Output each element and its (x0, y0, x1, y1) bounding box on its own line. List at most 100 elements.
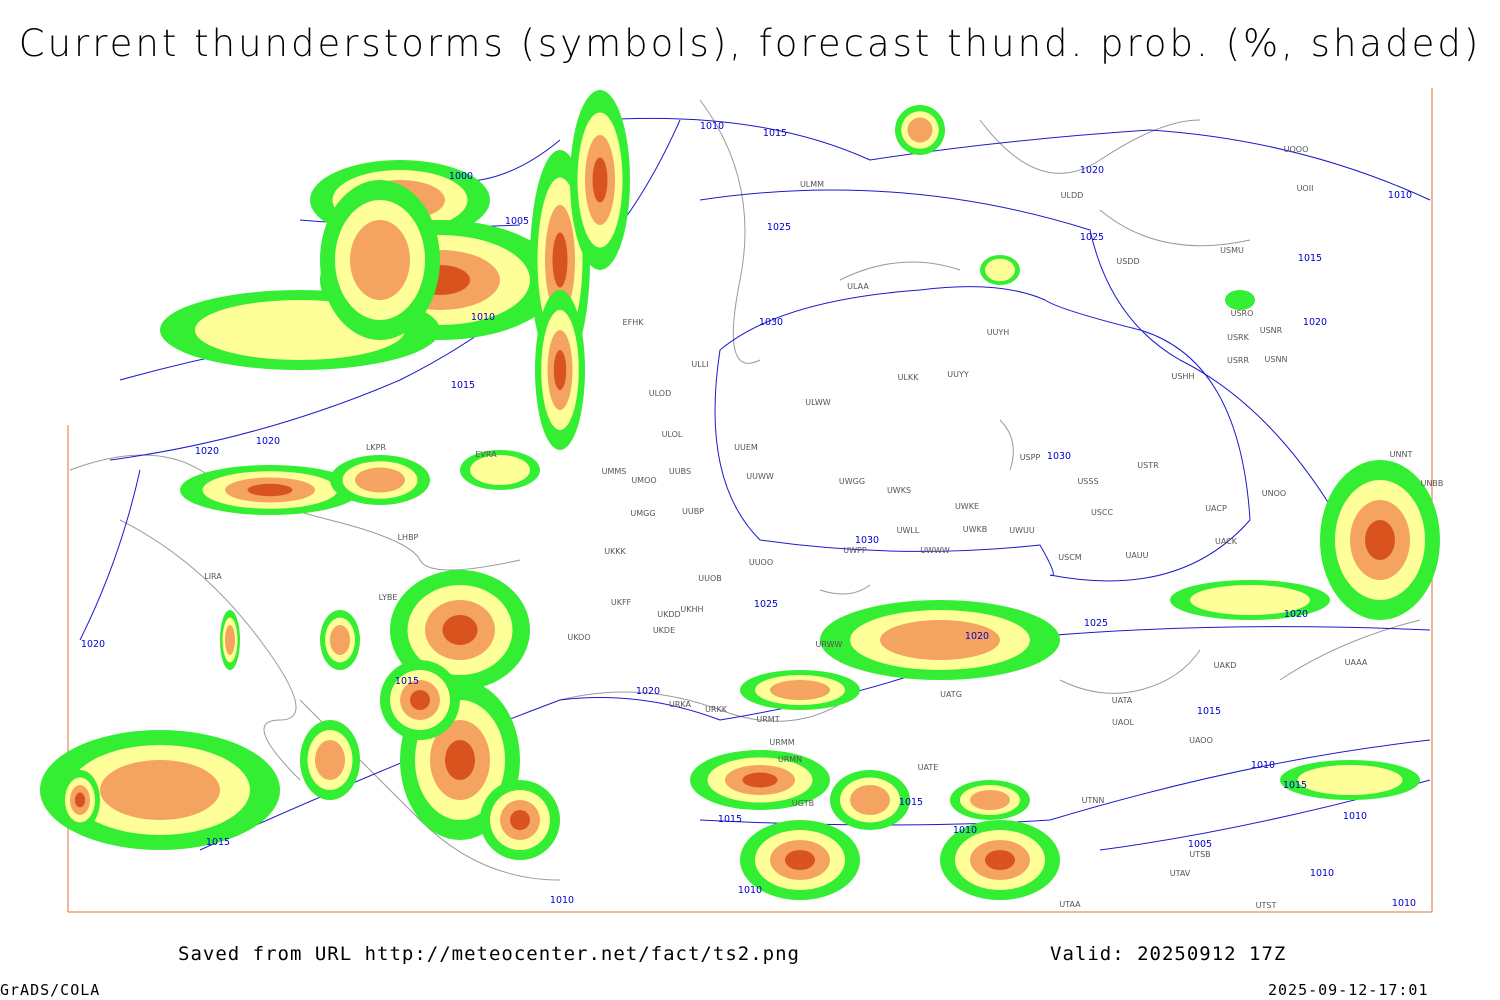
station-code: URWW (816, 640, 843, 649)
isobar (599, 117, 1431, 201)
valid-time: Valid: 20250912 17Z (1050, 943, 1286, 965)
probability-shade (442, 615, 478, 645)
coastline (69, 454, 521, 571)
isobar-label: 1010 (550, 895, 574, 906)
probability-shade (850, 785, 890, 815)
station-code: ULAA (847, 282, 869, 291)
station-code: UTST (1256, 901, 1277, 910)
probability-shade (510, 810, 530, 830)
probability-shade (445, 740, 475, 780)
station-code: USHH (1172, 372, 1195, 381)
isobar-label: 1020 (1303, 317, 1327, 328)
station-code: UMOO (631, 476, 656, 485)
isobar-label: 1015 (899, 797, 923, 808)
probability-shade (970, 790, 1010, 810)
station-code: LKPR (366, 443, 387, 452)
isobar-label: 1015 (1298, 253, 1322, 264)
isobar-label: 1020 (256, 436, 280, 447)
station-code: UACP (1205, 504, 1227, 513)
station-code: EFHK (623, 318, 645, 327)
probability-shade (1225, 290, 1255, 310)
probability-shade (592, 157, 608, 203)
coastline (119, 519, 301, 781)
station-code: UUYH (987, 328, 1010, 337)
coastline (1279, 619, 1421, 681)
station-code: UTNN (1082, 796, 1105, 805)
coastline (1099, 209, 1251, 247)
station-code: ULWW (805, 398, 830, 407)
station-code: UKOO (567, 633, 590, 642)
probability-shade (742, 772, 778, 788)
isobar-label: 1010 (1392, 898, 1416, 909)
station-code: UKDD (657, 610, 680, 619)
station-code: UUBP (682, 507, 704, 516)
isobar-label: 1030 (1047, 451, 1071, 462)
station-code: USTR (1137, 461, 1159, 470)
probability-shade (75, 792, 85, 808)
station-code: URMM (769, 738, 794, 747)
isobar-label: 1015 (206, 837, 230, 848)
station-code: UWKS (887, 486, 911, 495)
station-code: URMT (756, 715, 779, 724)
isobar-label: 1000 (449, 171, 473, 182)
coastline (839, 261, 961, 281)
station-code: LYBE (379, 593, 398, 602)
station-code: UOOO (1284, 145, 1309, 154)
coastline (699, 99, 761, 364)
isobar-label: 1015 (395, 676, 419, 687)
isobar-label: 1015 (718, 814, 742, 825)
station-code: URMN (778, 755, 802, 764)
isobar-label: 1020 (1080, 165, 1104, 176)
isobar-label: 1020 (1284, 609, 1308, 620)
station-code: USRK (1227, 333, 1249, 342)
station-code: UGTB (792, 799, 814, 808)
station-code: UTAA (1059, 900, 1081, 909)
probability-shade (1190, 585, 1310, 615)
isobar-label: 1020 (636, 686, 660, 697)
station-code: UMMS (602, 467, 627, 476)
isobar (714, 286, 1251, 582)
station-code: UAUU (1125, 551, 1148, 560)
station-code: USCC (1091, 508, 1114, 517)
station-code: USMU (1220, 246, 1244, 255)
station-code: UNOO (1262, 489, 1286, 498)
probability-shade (350, 220, 410, 300)
isobar-label: 1030 (759, 317, 783, 328)
station-code: UAOL (1112, 718, 1134, 727)
station-code: EVRA (475, 450, 497, 459)
station-code: USDD (1116, 257, 1139, 266)
station-code: UKFF (611, 598, 632, 607)
probability-shade (785, 850, 815, 870)
isobar-label: 1010 (1310, 868, 1334, 879)
isobar-label: 1015 (763, 128, 787, 139)
coastline (559, 689, 861, 722)
station-code: USSS (1077, 477, 1098, 486)
isobar-label: 1015 (1197, 706, 1221, 717)
station-code: UATA (1112, 696, 1133, 705)
station-code: USRR (1227, 356, 1249, 365)
isobar-label: 1020 (195, 446, 219, 457)
station-code: USPP (1020, 453, 1041, 462)
isobar-label: 1010 (953, 825, 977, 836)
isobar-label: 1010 (471, 312, 495, 323)
software: GrADS/COLA (0, 981, 100, 999)
coastline (1059, 649, 1201, 694)
probability-shade (410, 690, 430, 710)
probability-shade (1365, 520, 1395, 560)
station-code: UWPP (843, 546, 867, 555)
station-code: UAOO (1189, 736, 1213, 745)
station-code: ULMM (800, 180, 824, 189)
isobar-label: 1005 (505, 216, 529, 227)
title: Current thunderstorms (symbols), forecas… (19, 22, 1482, 65)
station-code: UKHH (680, 605, 703, 614)
coastline (819, 584, 871, 595)
probability-shade (985, 850, 1015, 870)
station-code: UUOB (698, 574, 722, 583)
station-code: USNR (1260, 326, 1283, 335)
coastline (999, 419, 1014, 471)
station-code: UWGG (839, 477, 865, 486)
isobar-label: 1010 (738, 885, 762, 896)
probability-shade (247, 483, 293, 497)
station-code: LIRA (204, 572, 222, 581)
